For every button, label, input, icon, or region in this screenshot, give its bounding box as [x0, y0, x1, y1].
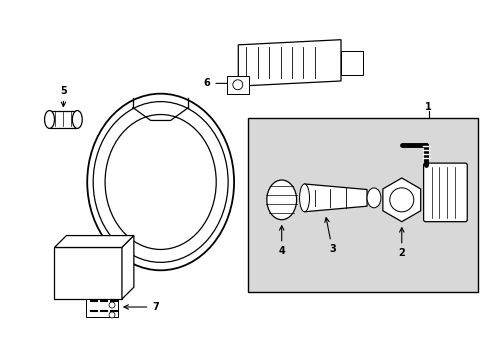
Polygon shape — [238, 40, 340, 86]
Polygon shape — [54, 235, 134, 247]
Circle shape — [232, 80, 242, 90]
Text: 6: 6 — [203, 78, 234, 88]
Polygon shape — [122, 235, 134, 299]
Ellipse shape — [72, 111, 82, 129]
Ellipse shape — [366, 188, 380, 208]
Bar — [423, 193, 441, 207]
Ellipse shape — [299, 184, 309, 212]
Ellipse shape — [93, 102, 228, 262]
FancyBboxPatch shape — [423, 163, 467, 222]
Bar — [54, 247, 122, 299]
Text: 3: 3 — [324, 218, 335, 255]
Text: 1: 1 — [425, 102, 431, 112]
Polygon shape — [304, 184, 366, 212]
Text: 2: 2 — [398, 228, 405, 258]
Ellipse shape — [87, 94, 234, 270]
Circle shape — [109, 312, 115, 318]
Polygon shape — [382, 178, 420, 222]
Circle shape — [109, 302, 115, 308]
Bar — [86, 299, 118, 317]
Bar — [247, 118, 477, 292]
Ellipse shape — [266, 180, 296, 220]
Bar — [340, 51, 362, 75]
Ellipse shape — [105, 114, 216, 249]
Bar — [49, 111, 77, 129]
Text: 7: 7 — [124, 302, 159, 312]
Bar — [226, 76, 248, 94]
Ellipse shape — [44, 111, 54, 129]
Text: 4: 4 — [278, 226, 285, 256]
Circle shape — [389, 188, 413, 212]
Text: 5: 5 — [60, 86, 67, 107]
